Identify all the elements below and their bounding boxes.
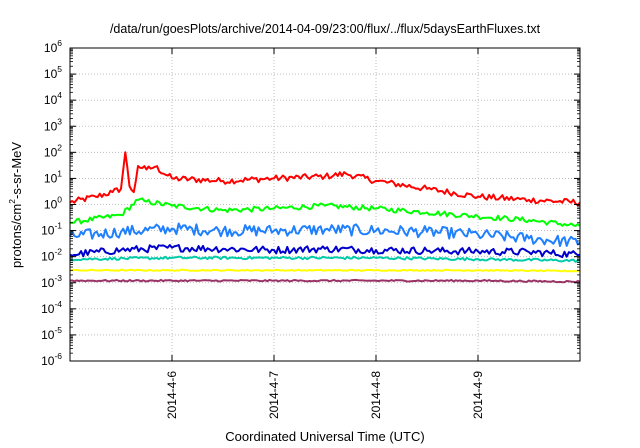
y-tick-base: 10 xyxy=(44,67,58,81)
y-tick-exponent: 2 xyxy=(57,142,62,152)
chart-title: /data/run/goesPlots/archive/2014-04-09/2… xyxy=(110,22,541,36)
y-tick-base: 10 xyxy=(41,354,55,368)
y-tick-exponent: -3 xyxy=(54,273,62,283)
y-tick-label: 106 xyxy=(44,38,62,55)
y-tick-exponent: -6 xyxy=(54,351,62,361)
y-tick-label: 10-3 xyxy=(41,273,62,290)
series-line-1 xyxy=(69,151,581,207)
y-tick-base: 10 xyxy=(44,171,58,185)
series-line-7 xyxy=(69,278,581,284)
y-tick-exponent: -1 xyxy=(54,221,62,231)
y-tick-exponent: 1 xyxy=(57,168,62,178)
data-series xyxy=(69,151,581,284)
y-tick-base: 10 xyxy=(41,250,55,264)
x-tick-label: 2014-4-6 xyxy=(165,371,179,419)
y-axis-label-sup: 2 xyxy=(7,199,17,204)
axis-ticks xyxy=(70,47,580,362)
series-line-3 xyxy=(69,222,581,247)
series-line-4 xyxy=(69,244,581,259)
y-tick-label: 10-1 xyxy=(41,221,62,238)
y-tick-label: 104 xyxy=(44,90,62,107)
x-tick-label: 2014-4-7 xyxy=(267,371,281,419)
y-tick-base: 10 xyxy=(44,41,58,55)
y-tick-exponent: 4 xyxy=(57,90,62,100)
y-tick-label: 101 xyxy=(44,168,62,185)
y-tick-label: 10-6 xyxy=(41,351,62,368)
series-line-6 xyxy=(70,268,581,273)
y-tick-base: 10 xyxy=(44,198,58,212)
y-axis-label: protons/cm2-s-sr-MeV xyxy=(7,142,24,268)
series-line-2 xyxy=(69,197,581,227)
series-line-5 xyxy=(69,255,581,263)
y-tick-exponent: 0 xyxy=(57,195,62,205)
y-tick-label: 102 xyxy=(44,142,62,159)
y-tick-label: 103 xyxy=(44,116,62,133)
x-tick-label: 2014-4-9 xyxy=(471,371,485,419)
y-tick-base: 10 xyxy=(41,328,55,342)
y-tick-label: 10-2 xyxy=(41,247,62,264)
y-tick-exponent: -4 xyxy=(54,299,62,309)
y-tick-labels: 10-610-510-410-310-210-11001011021031041… xyxy=(41,38,62,368)
y-tick-exponent: -5 xyxy=(54,325,62,335)
x-tick-labels: 2014-4-6 2014-4-7 2014-4-8 2014-4-9 xyxy=(165,371,485,419)
y-tick-base: 10 xyxy=(41,276,55,290)
y-tick-base: 10 xyxy=(44,119,58,133)
y-tick-exponent: 5 xyxy=(57,64,62,74)
y-axis-label-suffix: -s-sr-MeV xyxy=(9,142,24,199)
grid-lines xyxy=(70,48,580,361)
y-tick-base: 10 xyxy=(44,145,58,159)
y-tick-exponent: 3 xyxy=(57,116,62,126)
y-tick-exponent: -2 xyxy=(54,247,62,257)
y-tick-label: 105 xyxy=(44,64,62,81)
y-tick-label: 100 xyxy=(44,195,62,212)
x-tick-label: 2014-4-8 xyxy=(369,371,383,419)
y-tick-base: 10 xyxy=(41,302,55,316)
y-tick-label: 10-5 xyxy=(41,325,62,342)
y-tick-base: 10 xyxy=(41,224,55,238)
y-tick-exponent: 6 xyxy=(57,38,62,48)
y-tick-base: 10 xyxy=(44,93,58,107)
y-tick-label: 10-4 xyxy=(41,299,62,316)
y-axis-label-prefix: protons/cm xyxy=(9,204,24,268)
x-axis-label: Coordinated Universal Time (UTC) xyxy=(225,429,424,444)
